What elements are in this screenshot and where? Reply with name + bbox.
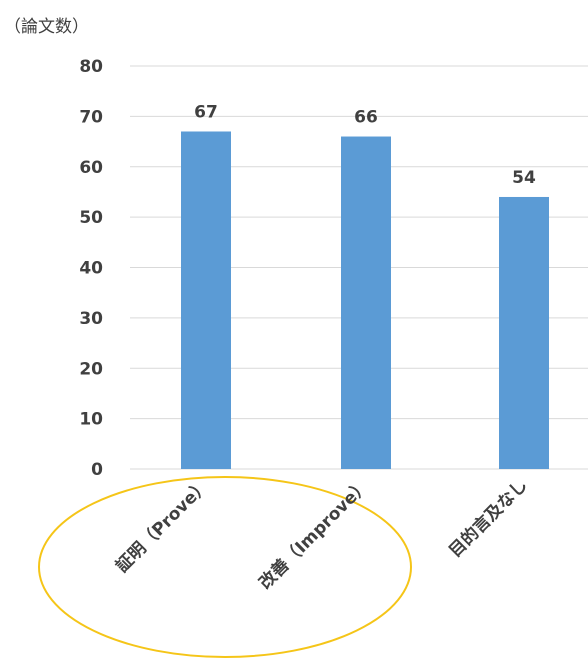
data-label: 67 <box>194 102 218 122</box>
y-tick-label: 50 <box>79 208 103 228</box>
highlight-ellipse <box>38 476 412 658</box>
bars <box>181 131 549 470</box>
y-tick-label: 80 <box>79 57 103 77</box>
y-unit-label: （論文数） <box>4 17 89 37</box>
bar <box>341 136 391 469</box>
y-tick-label: 0 <box>91 460 103 480</box>
data-label: 66 <box>354 108 378 128</box>
category-label: 改善（Improve） <box>255 475 374 594</box>
y-tick-label: 70 <box>79 107 103 127</box>
bar <box>181 131 231 470</box>
data-label: 54 <box>512 168 536 188</box>
y-tick-label: 10 <box>79 410 103 430</box>
y-tick-label: 60 <box>79 158 103 178</box>
bar <box>499 196 549 469</box>
data-labels: 67 66 54 <box>194 102 536 187</box>
y-tick-label: 40 <box>79 259 103 279</box>
category-labels: 証明（Prove） 改善（Improve） 目的言及なし <box>112 475 532 594</box>
category-label: 目的言及なし <box>445 475 532 562</box>
y-axis-ticks: 0 10 20 30 40 50 60 70 80 <box>79 57 103 480</box>
y-tick-label: 20 <box>79 359 103 379</box>
y-tick-label: 30 <box>79 309 103 329</box>
